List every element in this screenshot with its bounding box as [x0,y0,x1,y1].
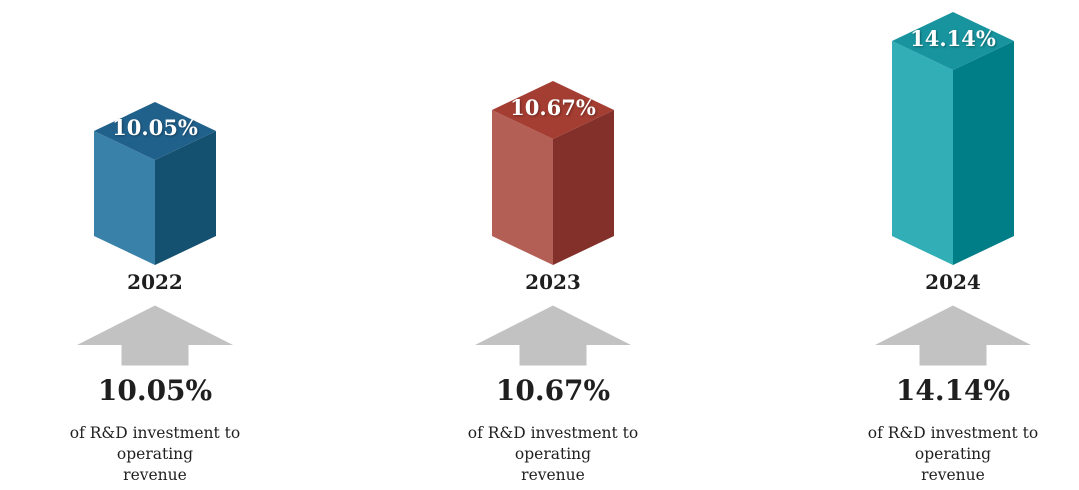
up-arrow-2022-icon [77,305,233,366]
bar-2022 [94,102,216,265]
bar-2023-top-face [492,81,614,139]
caption-2024: of R&D investment to operating revenue [828,423,1078,486]
year-label-2023: 2023 [525,270,581,294]
year-label-2022: 2022 [127,270,183,294]
bar-value-label-2022: 10.05% [112,115,198,140]
bar-2024-right-face [953,41,1014,265]
year-label-2024: 2024 [925,270,981,294]
bar-2022-right-face [155,131,216,265]
percent-label-2023: 10.67% [495,374,611,407]
bar-2023-right-face [553,110,614,265]
bar-2024-left-face [892,41,953,265]
percent-label-2024: 14.14% [895,374,1011,407]
caption-2023: of R&D investment to operating revenue [428,423,678,486]
percent-label-2022: 10.05% [97,374,213,407]
caption-2024-line1: of R&D investment to operating [867,424,1039,463]
caption-2023-line2: revenue [521,466,585,484]
bar-2024-top-face [892,12,1014,70]
bar-2022-left-face [94,131,155,265]
bar-2023 [492,81,614,265]
caption-2022: of R&D investment to operating revenue [30,423,280,486]
up-arrow-2023-icon [475,305,631,366]
caption-2022-line1: of R&D investment to operating [69,424,241,463]
bar-2022-top-face [94,102,216,160]
bar-value-label-2023: 10.67% [510,95,596,120]
bar-value-label-2024: 14.14% [910,26,996,51]
caption-2024-line2: revenue [921,466,985,484]
bar-2024 [892,12,1014,265]
caption-2023-line1: of R&D investment to operating [467,424,639,463]
bar-2023-left-face [492,110,553,265]
up-arrow-2024-icon [875,305,1031,366]
caption-2022-line2: revenue [123,466,187,484]
